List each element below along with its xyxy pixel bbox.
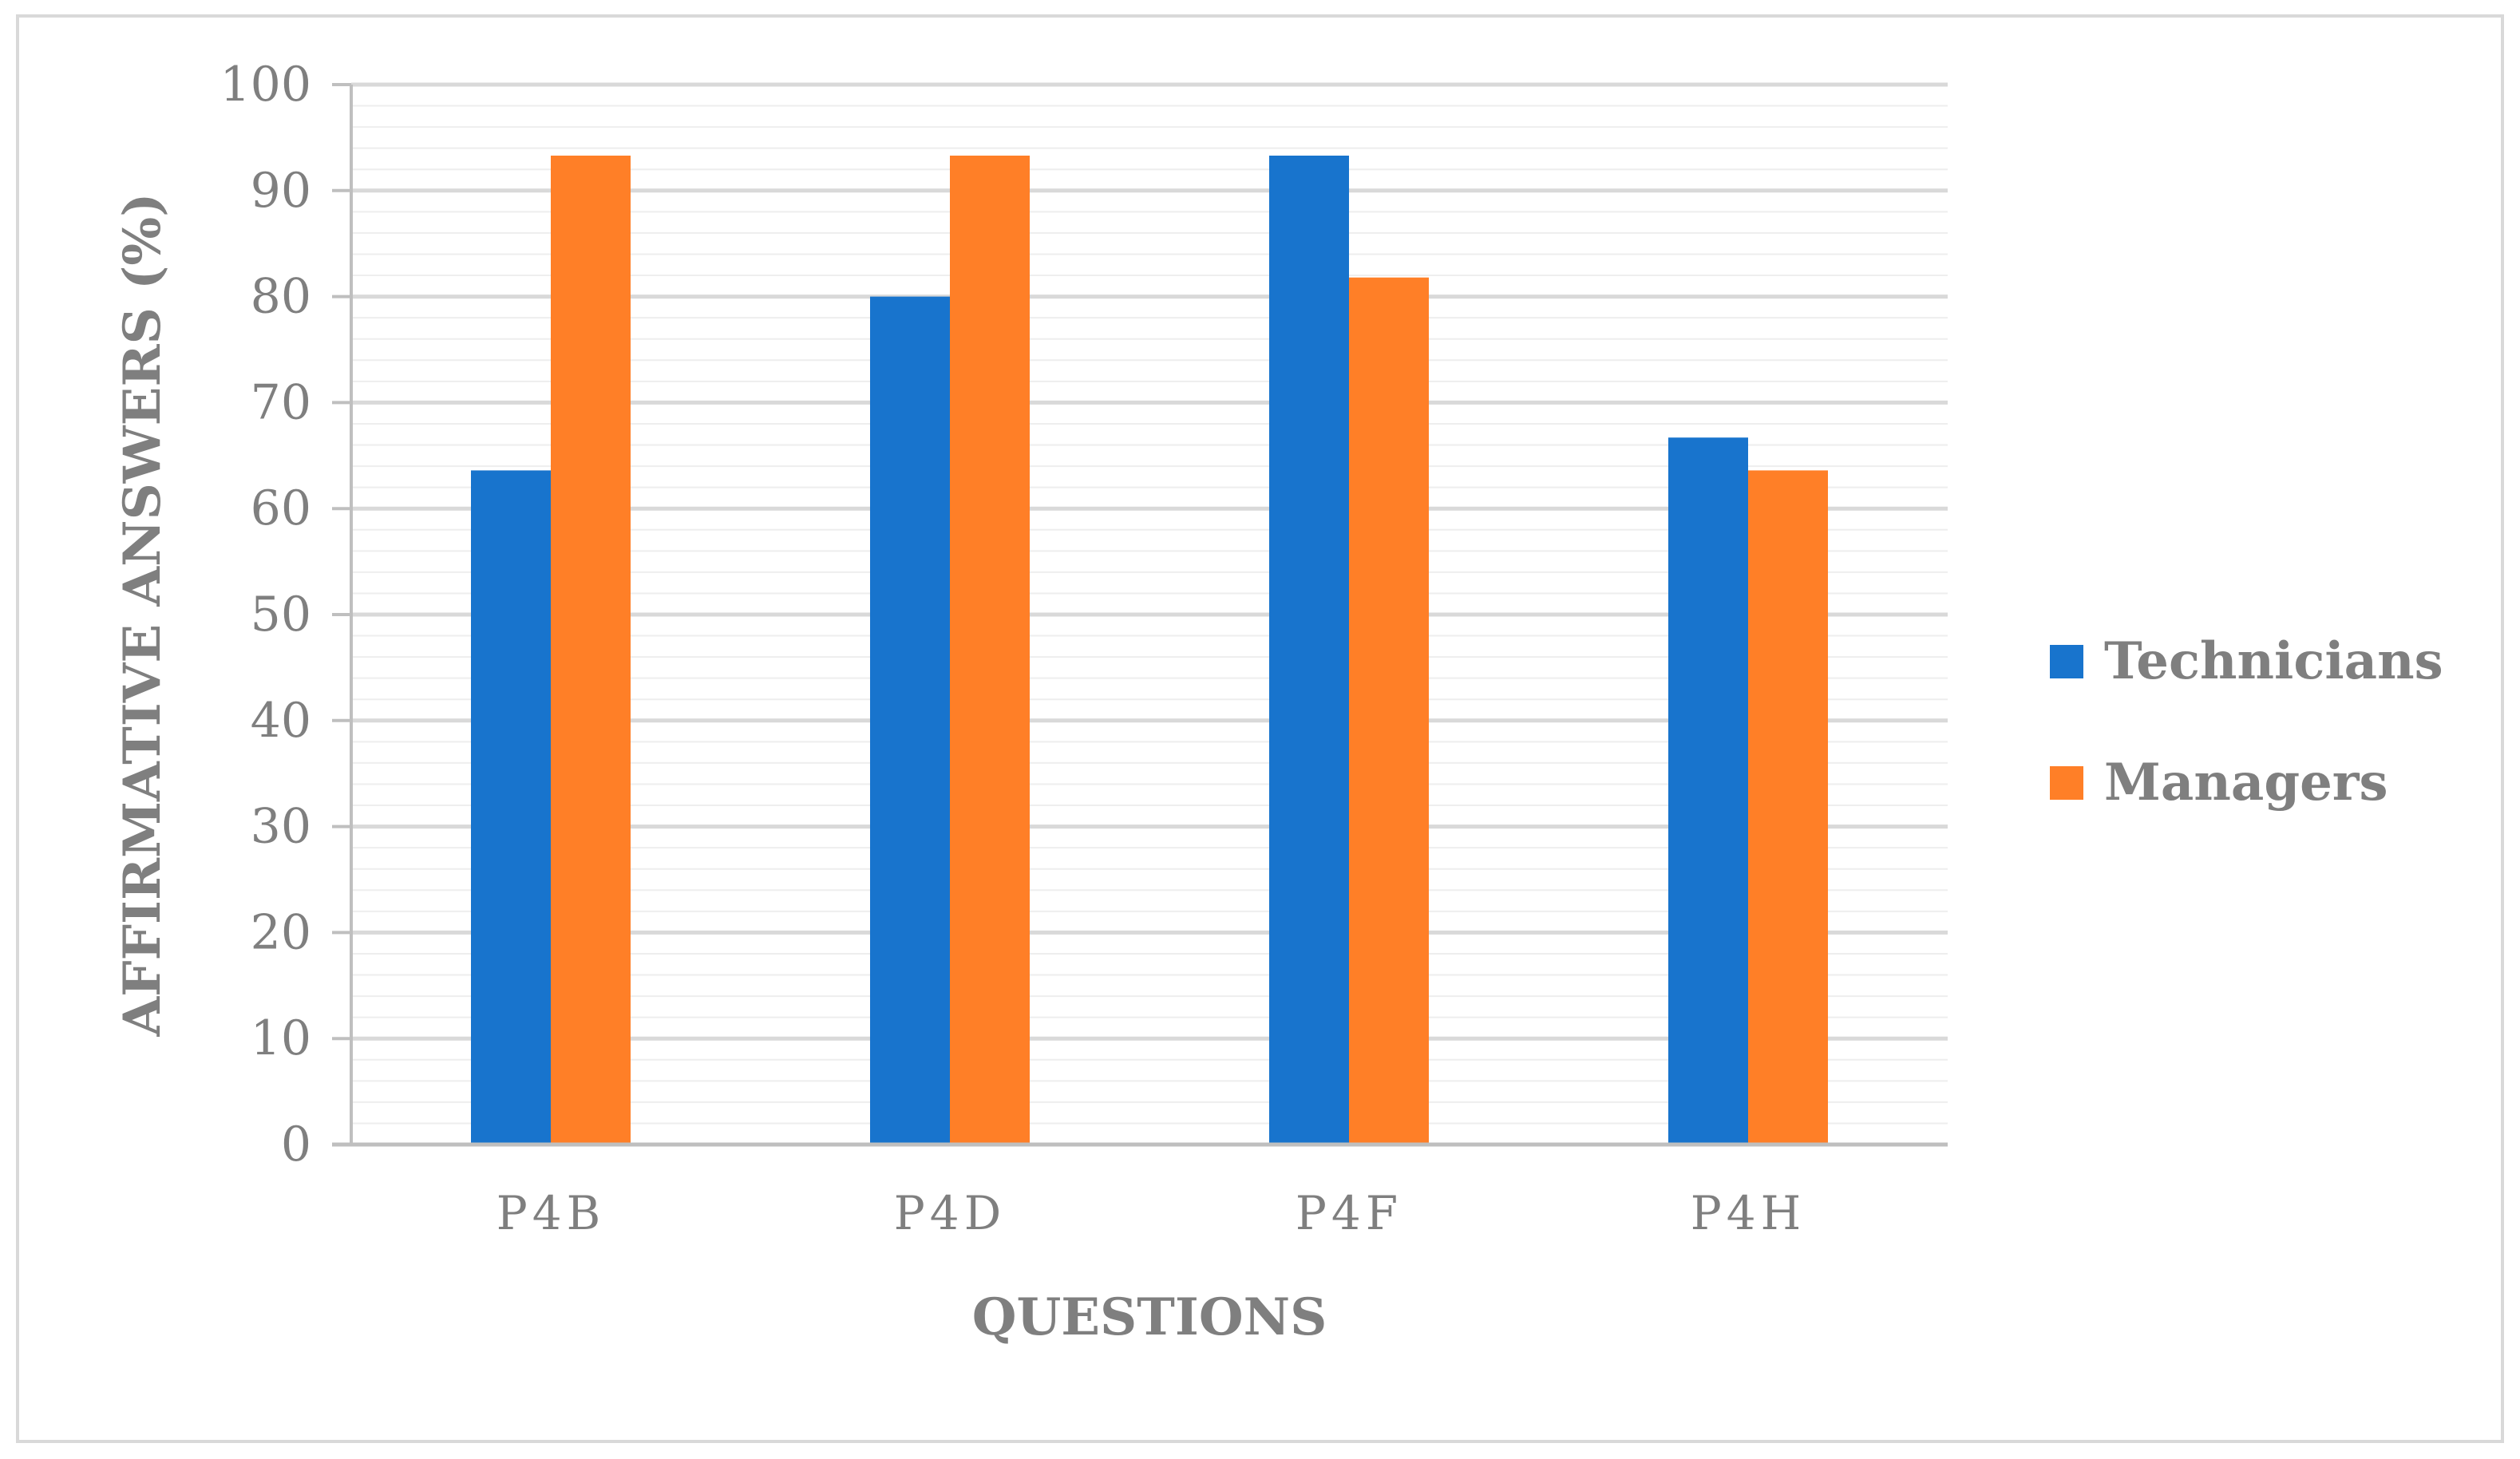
legend-swatch-managers — [2050, 766, 2083, 800]
legend-label-technicians: Technicians — [2104, 631, 2443, 691]
bar-managers-p4h — [1748, 470, 1828, 1145]
y-axis-title: AFFIRMATIVE ANSWERS (%) — [113, 192, 172, 1037]
x-axis-title: QUESTIONS — [972, 1287, 1327, 1347]
axes — [332, 83, 1948, 1147]
x-tick-label: P4D — [894, 1186, 1006, 1240]
y-tick-label: 30 — [251, 799, 311, 855]
y-tick-label: 90 — [251, 163, 311, 219]
y-tick-label: 0 — [281, 1117, 311, 1172]
y-tick-label: 100 — [220, 57, 311, 113]
legend: Technicians Managers — [2050, 631, 2443, 813]
y-tick-label: 10 — [251, 1010, 311, 1066]
bar-technicians-p4d — [870, 296, 950, 1145]
y-tick-label: 80 — [251, 269, 311, 325]
bar-technicians-p4f — [1269, 155, 1349, 1145]
bar-managers-p4b — [551, 155, 631, 1145]
y-tick-label: 60 — [251, 480, 311, 536]
chart-frame — [16, 14, 2504, 1443]
bar-technicians-p4b — [471, 470, 551, 1145]
tick-labels: 0 10 20 30 40 50 60 70 80 90 100 P4B P4D P4F P4H — [220, 57, 1806, 1240]
x-tick-label: P4F — [1296, 1186, 1402, 1240]
y-tick-label: 70 — [251, 374, 311, 430]
x-tick-label: P4H — [1691, 1186, 1806, 1240]
bar-managers-p4d — [950, 155, 1030, 1145]
bar-managers-p4f — [1349, 277, 1429, 1145]
y-tick-label: 50 — [251, 587, 311, 643]
bars — [471, 155, 1828, 1145]
x-tick-label: P4B — [496, 1186, 606, 1240]
bar-technicians-p4h — [1668, 437, 1748, 1145]
y-tick-label: 40 — [251, 693, 311, 749]
legend-label-managers: Managers — [2104, 753, 2388, 813]
legend-swatch-technicians — [2050, 645, 2083, 678]
y-tick-label: 20 — [251, 904, 311, 960]
